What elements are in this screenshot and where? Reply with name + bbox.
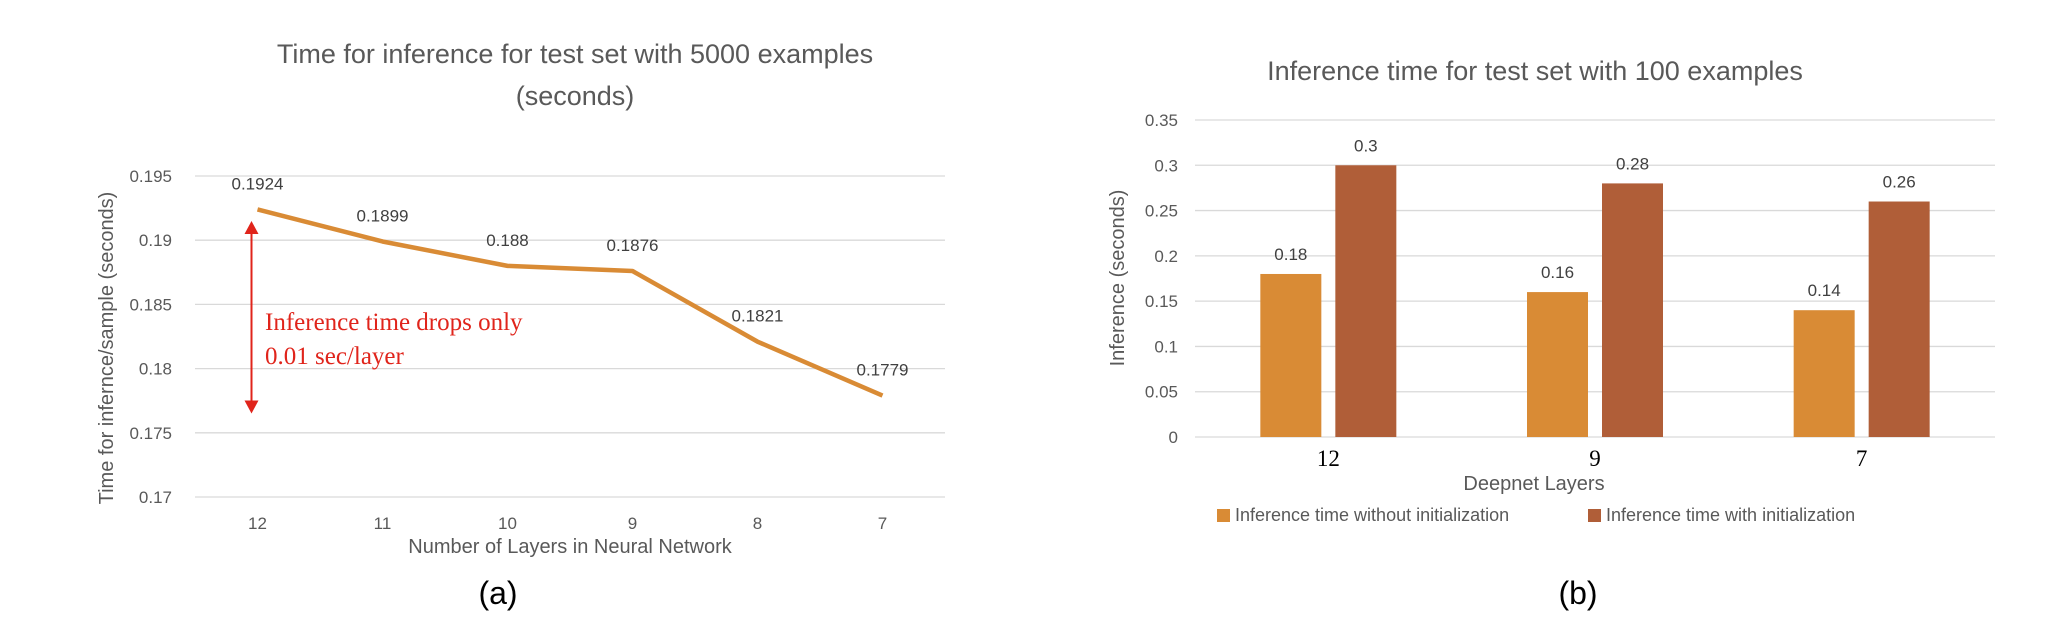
line-series (256, 207, 884, 398)
panel-label-a: (a) (478, 575, 517, 611)
y-tick-label: 0.175 (129, 424, 172, 443)
panel-label-b: (b) (1558, 575, 1597, 611)
data-label: 0.1876 (607, 236, 659, 255)
x-tick-label: 7 (878, 514, 887, 533)
chart-a-title-line2: (seconds) (516, 81, 635, 111)
bar (1260, 273, 1322, 437)
chart-b-bars (1260, 165, 1930, 438)
arrow-head-down (244, 400, 259, 414)
data-label: 0.14 (1808, 281, 1841, 300)
bar (1868, 201, 1930, 437)
chart-b-x-ticks: 12 9 7 (1317, 446, 1868, 471)
chart-a-annotation-line2: 0.01 sec/layer (265, 343, 405, 370)
chart-b-data-labels: 0.18 0.16 0.14 0.3 0.28 0.26 (1274, 136, 1915, 300)
y-tick-label: 0.2 (1154, 247, 1178, 266)
data-label: 0.1924 (232, 174, 284, 193)
data-label: 0.3 (1354, 136, 1378, 155)
chart-a-y-ticks: 0.195 0.19 0.185 0.18 0.175 0.17 (129, 167, 172, 507)
data-label: 0.16 (1541, 263, 1574, 282)
y-tick-label: 0.15 (1145, 292, 1178, 311)
legend-swatch (1217, 509, 1230, 522)
y-tick-label: 0.195 (129, 167, 172, 186)
data-label: 0.188 (486, 231, 529, 250)
y-tick-label: 0 (1169, 428, 1178, 447)
y-tick-label: 0.3 (1154, 156, 1178, 175)
x-tick-label: 10 (498, 514, 517, 533)
legend-label: Inference time with initialization (1606, 505, 1855, 525)
y-tick-label: 0.185 (129, 295, 172, 314)
chart-a-gridlines (195, 175, 945, 498)
chart-a-x-ticks: 12 11 10 9 8 7 (248, 514, 887, 533)
chart-a-series (256, 207, 884, 398)
data-label: 0.1779 (857, 361, 909, 380)
data-label: 0.26 (1883, 173, 1916, 192)
x-tick-label: 12 (1317, 446, 1340, 471)
y-tick-label: 0.1 (1154, 337, 1178, 356)
bar (1335, 165, 1397, 438)
chart-b-x-axis-label: Deepnet Layers (1463, 473, 1604, 495)
x-tick-label: 8 (753, 514, 762, 533)
data-label: 0.1899 (357, 206, 409, 225)
line-chart-a: Time for inference for test set with 500… (96, 39, 945, 611)
data-label: 0.28 (1616, 154, 1649, 173)
data-label: 0.1821 (732, 307, 784, 326)
bar (1527, 292, 1588, 437)
y-tick-label: 0.25 (1145, 202, 1178, 221)
bar (1602, 183, 1663, 437)
arrow-head-up (244, 220, 259, 234)
chart-a-annotation-arrow (244, 220, 259, 414)
bar-chart-b: Inference time for test set with 100 exa… (1107, 56, 1995, 611)
chart-b-title: Inference time for test set with 100 exa… (1267, 56, 1803, 86)
chart-b-gridlines (1195, 119, 1995, 438)
chart-a-y-axis-label: Time for inferncе/sample (seconds) (96, 192, 118, 505)
legend-swatch (1588, 509, 1601, 522)
x-tick-label: 9 (1589, 446, 1601, 471)
x-tick-label: 7 (1856, 446, 1868, 471)
x-tick-label: 11 (374, 514, 392, 533)
y-tick-label: 0.18 (139, 360, 172, 379)
chart-a-data-labels: 0.1924 0.1899 0.188 0.1876 0.1821 0.1779 (232, 174, 909, 379)
legend-label: Inference time without initialization (1235, 505, 1509, 525)
chart-b-y-ticks: 0.35 0.3 0.25 0.2 0.15 0.1 0.05 0 (1145, 111, 1178, 447)
chart-a-annotation-line1: Inference time drops only (265, 309, 523, 336)
x-tick-label: 9 (628, 514, 637, 533)
x-tick-label: 12 (248, 514, 267, 533)
bar (1793, 310, 1855, 437)
chart-a-x-axis-label: Number of Layers in Neural Network (408, 536, 732, 558)
y-tick-label: 0.05 (1145, 383, 1178, 402)
chart-b-y-axis-label: Inference (seconds) (1107, 190, 1129, 367)
y-tick-label: 0.19 (139, 231, 172, 250)
chart-b-legend: Inference time without initialization Inf… (1217, 505, 1855, 525)
y-tick-label: 0.35 (1145, 111, 1178, 130)
y-tick-label: 0.17 (139, 488, 172, 507)
data-label: 0.18 (1274, 245, 1307, 264)
chart-a-title-line1: Time for inference for test set with 500… (277, 39, 873, 69)
